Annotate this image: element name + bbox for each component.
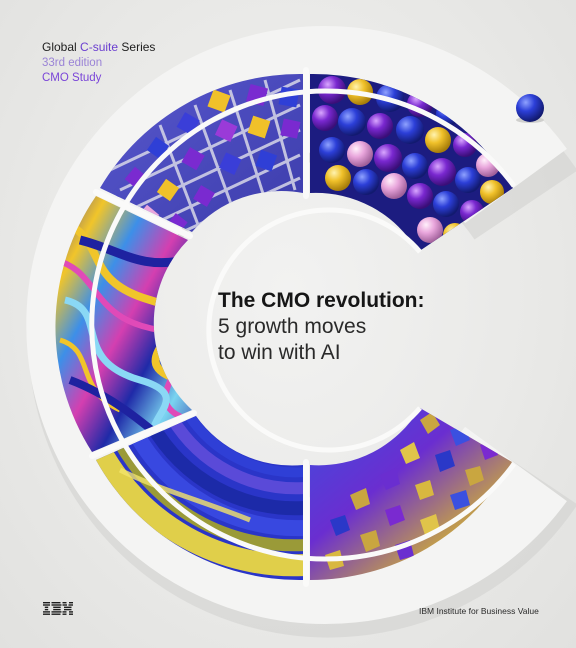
subtitle-line-2: to win with AI <box>218 341 341 364</box>
study-label: CMO Study <box>42 72 102 84</box>
series-suffix: Series <box>121 40 156 54</box>
loose-sphere <box>516 94 544 122</box>
series-prefix: Global <box>42 40 77 54</box>
series-highlight: C-suite <box>80 40 119 54</box>
c-inner-rim <box>206 207 422 453</box>
subtitle-line-1: 5 growth moves <box>218 315 367 338</box>
c-outer-rim <box>89 88 517 562</box>
page-title: The CMO revolution: <box>218 289 425 312</box>
series-block: Global C-suite Series 33rd edition CMO S… <box>42 40 155 87</box>
headline: The CMO revolution: 5 growth moves to wi… <box>218 288 478 366</box>
institute-label: IBM Institute for Business Value <box>419 606 539 616</box>
series-title: Global C-suite Series <box>42 40 155 56</box>
edition-label: 33rd edition <box>42 56 103 69</box>
ibm-logo <box>43 602 73 615</box>
